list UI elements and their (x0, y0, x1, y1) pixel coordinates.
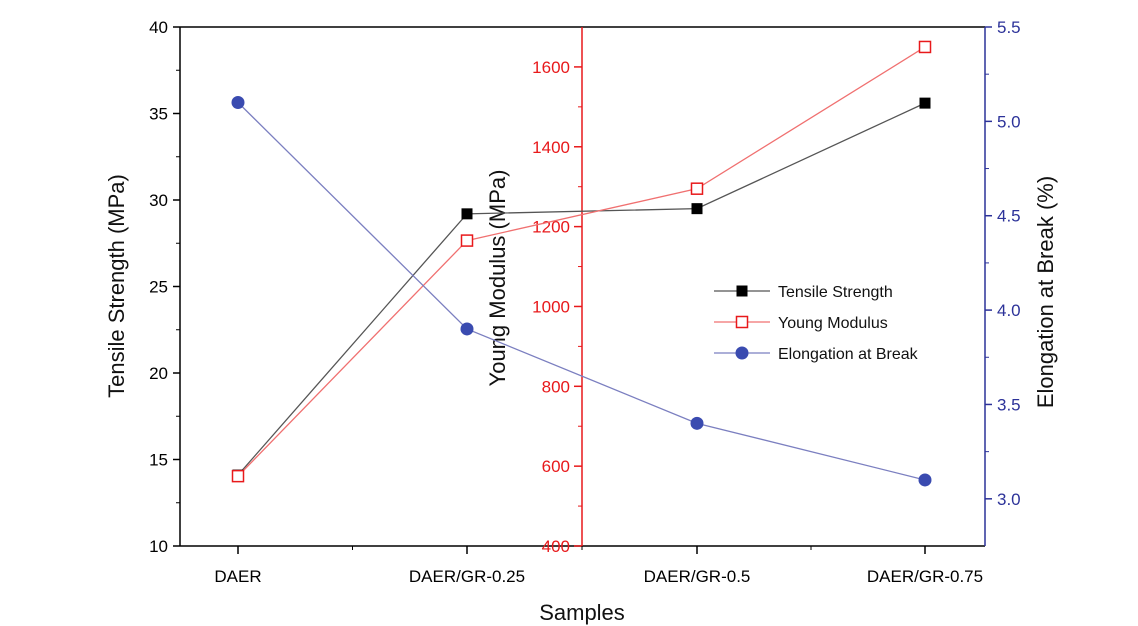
left-tick-label: 10 (149, 537, 168, 556)
series-line (237, 46, 926, 477)
data-point (691, 203, 703, 215)
middle-tick-label: 1200 (532, 218, 570, 237)
legend-marker (736, 285, 748, 297)
x-tick-label: DAER/GR-0.75 (867, 567, 983, 586)
middle-tick-label: 600 (542, 457, 570, 476)
left-tick-label: 15 (149, 451, 168, 470)
legend-marker (735, 315, 749, 329)
left-tick-label: 25 (149, 278, 168, 297)
middle-tick-label: 1000 (532, 297, 570, 316)
data-point (231, 469, 245, 483)
right-axis-title: Elongation at Break (%) (1033, 176, 1058, 408)
data-point (460, 234, 474, 247)
series-line (237, 102, 926, 481)
legend-item: Elongation at Break (714, 346, 919, 363)
right-tick-label: 4.5 (997, 207, 1021, 226)
series-line (237, 102, 926, 476)
data-point (918, 473, 932, 487)
right-tick-label: 5.0 (997, 112, 1021, 131)
x-axis-title: Samples (539, 600, 625, 625)
left-tick-label: 35 (149, 105, 168, 124)
left-tick-label: 40 (149, 18, 168, 37)
data-point (461, 208, 473, 220)
data-point (918, 40, 932, 54)
data-point (690, 182, 704, 195)
legend-label: Tensile Strength (778, 284, 893, 301)
data-point (690, 416, 704, 430)
data-point (460, 322, 474, 336)
legend: Tensile Strength Young Modulus Elongation … (714, 284, 919, 363)
x-tick-label: DAER (214, 567, 261, 586)
data-point (919, 97, 931, 109)
x-tick-label: DAER/GR-0.5 (644, 567, 751, 586)
legend-marker (735, 346, 749, 360)
axes: 10 15 20 25 30 35 40 400 600 800 1000 1200 1400 1600 3… (104, 18, 1058, 625)
series-young-modulus (231, 40, 932, 483)
x-tick-label: DAER/GR-0.25 (409, 567, 525, 586)
right-tick-label: 5.5 (997, 18, 1021, 37)
legend-label: Young Modulus (778, 315, 888, 332)
middle-tick-label: 1600 (532, 58, 570, 77)
left-tick-label: 20 (149, 364, 168, 383)
left-axis-title: Tensile Strength (MPa) (104, 174, 129, 398)
left-tick-label: 30 (149, 191, 168, 210)
series-layer (231, 40, 932, 487)
middle-tick-label: 1400 (532, 138, 570, 157)
middle-tick-label: 400 (542, 537, 570, 556)
right-tick-label: 3.0 (997, 490, 1021, 509)
legend-item: Young Modulus (714, 315, 888, 332)
series-elongation-at-break (231, 95, 932, 487)
data-point (231, 95, 245, 109)
middle-tick-label: 800 (542, 377, 570, 396)
legend-label: Elongation at Break (778, 346, 919, 363)
middle-axis-title: Young Modulus (MPa) (485, 170, 510, 387)
right-tick-label: 4.0 (997, 301, 1021, 320)
legend-item: Tensile Strength (714, 284, 893, 301)
right-tick-label: 3.5 (997, 395, 1021, 414)
